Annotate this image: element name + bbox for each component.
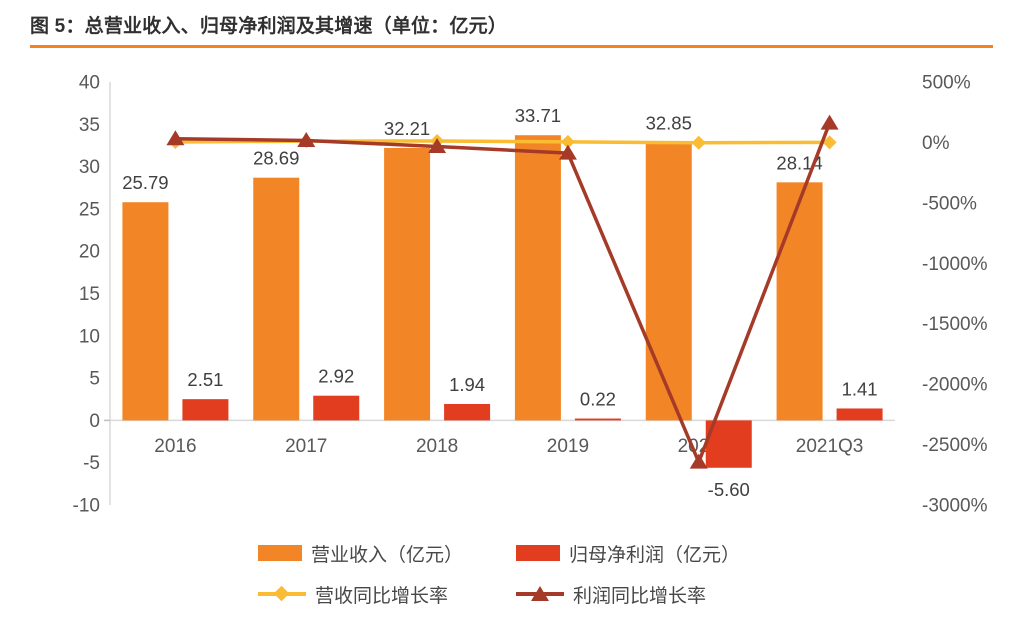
legend-label-revenue-growth: 营收同比增长率 — [315, 585, 449, 607]
bar-value-label: 1.41 — [842, 378, 878, 399]
bar-value-label: 25.79 — [122, 172, 168, 193]
triangle-marker-icon — [531, 586, 549, 601]
x-category-label: 2019 — [547, 436, 589, 457]
x-category-label: 2017 — [285, 436, 327, 457]
diamond-marker-icon — [822, 135, 837, 150]
legend-item-revenue-growth: 营收同比增长率 — [258, 582, 516, 607]
bar-revenue-2019 — [514, 135, 561, 421]
left-axis-tick-label: -10 — [73, 496, 100, 517]
bar-profit-2017 — [313, 395, 360, 421]
x-category-label: 2021Q3 — [796, 436, 864, 457]
left-axis-tick-label: 30 — [79, 157, 100, 178]
bar-value-label: 0.22 — [580, 389, 616, 410]
line-profit-growth — [173, 121, 832, 464]
legend-row-bars: 营业收入（亿元） 归母净利润（亿元） — [258, 541, 798, 566]
left-axis-tick-label: 15 — [79, 284, 100, 305]
bar-value-label: 2.51 — [187, 369, 223, 390]
triangle-marker-icon — [689, 453, 708, 469]
x-category-label: 2018 — [416, 436, 458, 457]
bar-value-label: -5.60 — [708, 479, 750, 500]
chart-legend: 营业收入（亿元） 归母净利润（亿元） 营收同比增长率 利润同比增长率 — [258, 541, 798, 607]
right-axis-tick-label: -3000% — [922, 496, 988, 517]
triangle-marker-icon — [297, 131, 316, 147]
bar-profit-2021Q3 — [836, 408, 883, 421]
diamond-marker-icon — [273, 585, 290, 602]
legend-row-lines: 营收同比增长率 利润同比增长率 — [258, 582, 798, 607]
bar-value-label: 32.21 — [384, 118, 430, 139]
right-axis-tick-label: -2500% — [922, 435, 988, 456]
legend-item-profit-growth: 利润同比增长率 — [516, 582, 707, 607]
legend-label-revenue: 营业收入（亿元） — [311, 544, 464, 566]
bar-revenue-2020 — [645, 142, 692, 421]
title-accent-rule — [30, 45, 993, 48]
revenue-bar-swatch-icon — [258, 545, 302, 561]
left-axis-tick-label: -5 — [83, 453, 100, 474]
right-axis-tick-label: 500% — [922, 73, 971, 94]
legend-label-profit: 归母净利润（亿元） — [569, 544, 741, 566]
bar-profit-2016 — [182, 399, 229, 421]
bar-value-label: 28.69 — [253, 148, 299, 169]
left-axis-tick-label: 40 — [79, 73, 100, 94]
x-category-label: 2016 — [154, 436, 196, 457]
diamond-marker-icon — [691, 135, 706, 150]
left-axis-tick-label: 10 — [79, 326, 100, 347]
bar-revenue-2017 — [253, 177, 300, 421]
chart-title: 图 5：总营业收入、归母净利润及其增速（单位：亿元） — [30, 16, 508, 37]
profit-bar-swatch-icon — [516, 545, 560, 561]
bar-value-label: 33.71 — [515, 105, 561, 126]
right-axis-tick-label: 0% — [922, 133, 950, 154]
triangle-marker-icon — [428, 137, 447, 153]
bar-value-label: 1.94 — [449, 374, 485, 395]
profit-growth-line-swatch-icon — [516, 582, 564, 606]
legend-label-profit-growth: 利润同比增长率 — [573, 585, 707, 607]
right-axis-tick-label: -500% — [922, 193, 977, 214]
bar-profit-2019 — [574, 418, 621, 421]
bar-revenue-2021Q3 — [776, 182, 823, 421]
bar-value-label: 2.92 — [318, 366, 354, 387]
right-axis-tick-label: -1000% — [922, 254, 988, 275]
left-axis-tick-label: 5 — [89, 369, 100, 390]
left-axis-tick-label: 35 — [79, 115, 100, 136]
legend-item-profit: 归母净利润（亿元） — [516, 541, 741, 566]
bar-revenue-2018 — [384, 147, 431, 421]
right-axis-tick-label: -2000% — [922, 375, 988, 396]
triangle-marker-icon — [558, 144, 577, 160]
triangle-marker-icon — [820, 114, 839, 130]
bar-profit-2018 — [444, 403, 491, 421]
triangle-marker-icon — [166, 130, 185, 146]
left-axis-tick-label: 20 — [79, 242, 100, 263]
left-axis-tick-label: 25 — [79, 199, 100, 220]
diamond-marker-icon — [560, 134, 575, 149]
bar-revenue-2016 — [122, 202, 169, 421]
legend-item-revenue: 营业收入（亿元） — [258, 541, 516, 566]
right-axis-tick-label: -1500% — [922, 314, 988, 335]
left-axis-tick-label: 0 — [89, 411, 100, 432]
bar-value-label: 32.85 — [646, 112, 692, 133]
revenue-growth-line-swatch-icon — [258, 582, 306, 606]
